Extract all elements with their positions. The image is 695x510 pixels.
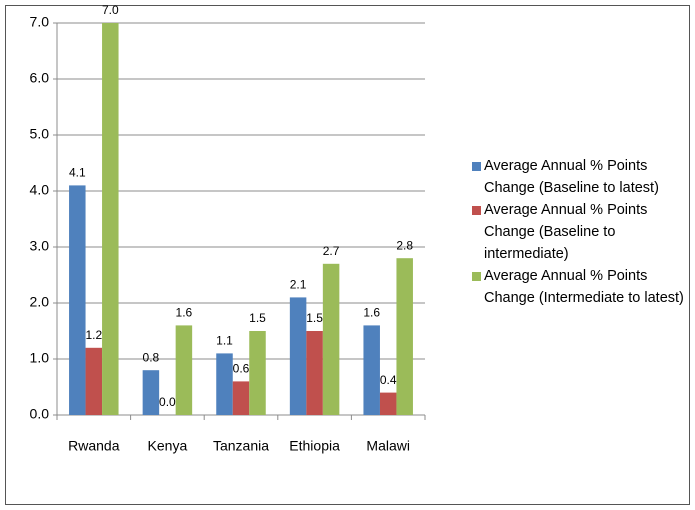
bar bbox=[396, 258, 413, 415]
legend-item: Average Annual % Points Change (Baseline… bbox=[472, 155, 687, 199]
bar bbox=[249, 331, 266, 415]
y-tick-label: 7.0 bbox=[30, 14, 50, 30]
y-tick-label: 6.0 bbox=[30, 70, 50, 86]
legend-label: Average Annual % Points Change (Baseline… bbox=[484, 202, 648, 262]
bar bbox=[142, 370, 160, 415]
legend-swatch bbox=[472, 162, 481, 171]
bar bbox=[102, 23, 119, 415]
data-label: 0.0 bbox=[159, 395, 176, 409]
y-tick-label: 4.0 bbox=[30, 182, 50, 198]
data-label: 7.0 bbox=[102, 3, 119, 17]
chart-border bbox=[5, 5, 690, 505]
x-tick-label: Kenya bbox=[148, 438, 188, 454]
legend: Average Annual % Points Change (Baseline… bbox=[472, 155, 687, 309]
bar bbox=[85, 347, 103, 415]
data-label: 0.6 bbox=[233, 362, 250, 376]
legend-swatch bbox=[472, 206, 481, 215]
y-tick-label: 0.0 bbox=[30, 406, 50, 422]
bar bbox=[363, 325, 380, 415]
y-tick-label: 3.0 bbox=[30, 238, 50, 254]
bar bbox=[232, 381, 250, 415]
data-label: 2.8 bbox=[396, 238, 413, 252]
legend-label: Average Annual % Points Change (Intermed… bbox=[484, 268, 684, 306]
legend-item: Average Annual % Points Change (Intermed… bbox=[472, 265, 687, 309]
y-tick-label: 5.0 bbox=[30, 126, 50, 142]
data-label: 2.1 bbox=[290, 278, 307, 292]
bar bbox=[306, 331, 323, 415]
legend-swatch bbox=[472, 272, 481, 281]
data-label: 1.5 bbox=[306, 311, 323, 325]
data-label: 1.6 bbox=[176, 306, 193, 320]
x-tick-label: Rwanda bbox=[68, 438, 120, 454]
data-label: 1.2 bbox=[85, 328, 102, 342]
y-tick-label: 1.0 bbox=[30, 350, 50, 366]
data-label: 2.7 bbox=[323, 244, 340, 258]
bar bbox=[69, 185, 86, 415]
bar bbox=[216, 353, 233, 415]
x-tick-label: Malawi bbox=[366, 438, 410, 454]
data-label: 0.8 bbox=[143, 350, 160, 364]
legend-item: Average Annual % Points Change (Baseline… bbox=[472, 199, 687, 265]
x-tick-label: Ethiopia bbox=[289, 438, 340, 454]
data-label: 0.4 bbox=[380, 373, 397, 387]
data-label: 1.1 bbox=[216, 334, 233, 348]
data-label: 1.6 bbox=[363, 306, 380, 320]
bar bbox=[289, 297, 307, 415]
bar bbox=[322, 263, 340, 415]
data-label: 1.5 bbox=[249, 311, 266, 325]
x-tick-label: Tanzania bbox=[213, 438, 269, 454]
data-label: 4.1 bbox=[69, 166, 86, 180]
legend-label: Average Annual % Points Change (Baseline… bbox=[484, 158, 659, 196]
y-tick-label: 2.0 bbox=[30, 294, 50, 310]
bar bbox=[175, 325, 193, 415]
bar bbox=[379, 392, 397, 415]
